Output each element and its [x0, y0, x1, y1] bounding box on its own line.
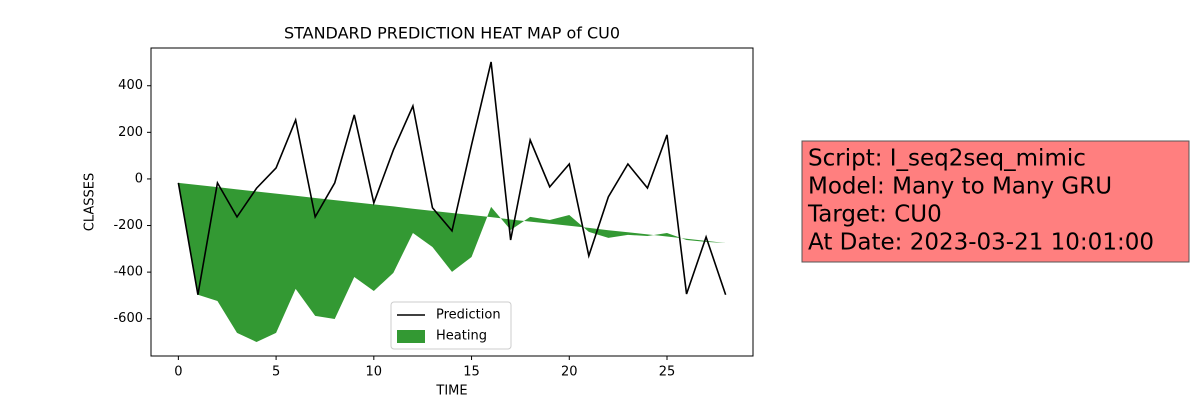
y-tick-label: 400 — [118, 78, 143, 93]
x-axis-label: TIME — [435, 384, 467, 399]
heating-area — [178, 182, 726, 343]
y-tick-label: -400 — [113, 265, 143, 280]
legend-label: Prediction — [436, 308, 501, 323]
x-tick-label: 0 — [174, 365, 182, 380]
y-tick-label: 200 — [118, 125, 143, 140]
x-tick-label: 15 — [463, 365, 480, 380]
x-tick-label: 10 — [366, 365, 383, 380]
prediction-line — [177, 61, 727, 295]
annotation-line: At Date: 2023-03-21 10:01:00 — [808, 230, 1154, 256]
x-tick-label: 5 — [272, 365, 280, 380]
legend-swatch — [397, 330, 425, 343]
plot-frame — [150, 47, 754, 357]
y-tick-label: -600 — [113, 311, 143, 326]
annotation-box — [801, 140, 1190, 263]
x-tick-label: 25 — [659, 365, 676, 380]
annotation-line: Model: Many to Many GRU — [808, 174, 1112, 200]
x-tick-label: 20 — [561, 365, 578, 380]
y-tick-label: -200 — [113, 218, 143, 233]
legend-label: Heating — [436, 329, 487, 344]
annotation-line: Script: I_seq2seq_mimic — [808, 146, 1086, 172]
chart-title: STANDARD PREDICTION HEAT MAP of CU0 — [284, 24, 620, 43]
y-tick-label: 0 — [135, 171, 143, 186]
annotation-line: Target: CU0 — [807, 202, 942, 228]
y-axis-label: CLASSES — [83, 173, 98, 231]
